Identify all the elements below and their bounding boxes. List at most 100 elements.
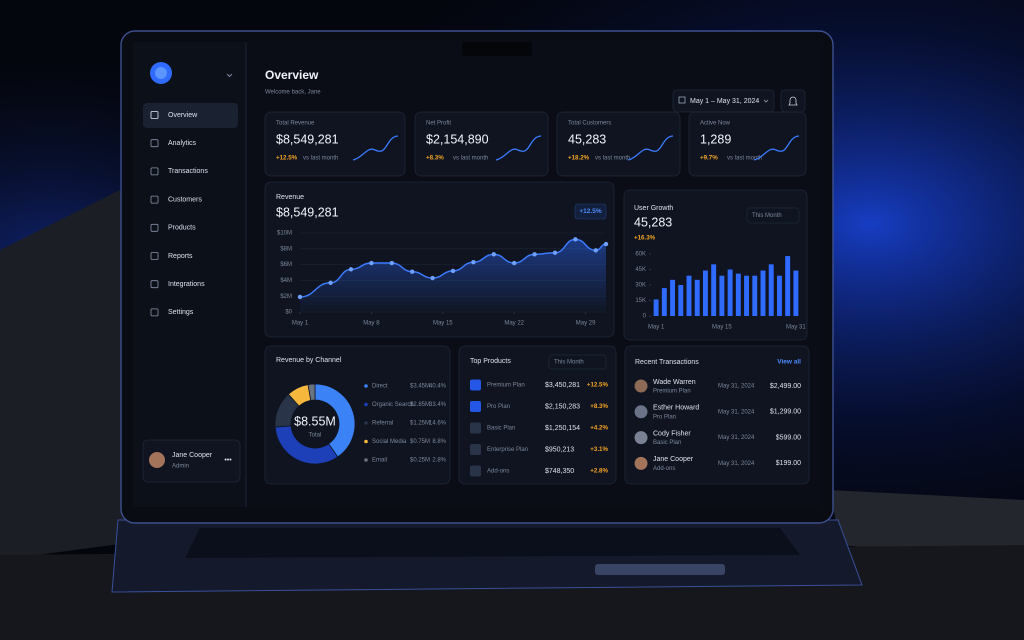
pie-slice bbox=[314, 383, 356, 458]
kpi-note: vs last month bbox=[453, 156, 488, 162]
logo bbox=[155, 67, 167, 79]
product-change: +12.5% bbox=[587, 382, 609, 389]
bar bbox=[760, 270, 766, 316]
nav-item[interactable]: Transactions bbox=[168, 168, 208, 175]
point bbox=[348, 267, 354, 272]
point bbox=[450, 268, 456, 274]
line bbox=[299, 238, 607, 298]
pie-total-label: Total bbox=[309, 433, 322, 439]
nav-icon bbox=[150, 195, 159, 204]
notifications[interactable] bbox=[780, 89, 806, 113]
x-tick-label: May 1 bbox=[292, 321, 309, 327]
page-title: Overview bbox=[265, 68, 319, 82]
chevron[interactable] bbox=[226, 73, 233, 78]
product-revenue: $3,450,281 bbox=[545, 382, 580, 389]
sparkline bbox=[495, 135, 542, 161]
view-all[interactable]: View all bbox=[777, 359, 801, 366]
bar bbox=[752, 275, 758, 316]
transaction-date: May 31, 2024 bbox=[718, 384, 755, 390]
badge bbox=[574, 203, 607, 220]
products-card bbox=[458, 345, 617, 485]
date-range: May 1 – May 31, 2024 bbox=[690, 98, 759, 105]
legend-amount: $1.25M bbox=[410, 421, 430, 427]
bell-icon bbox=[788, 96, 798, 106]
notch bbox=[462, 42, 532, 56]
transactions-card bbox=[624, 345, 810, 485]
calendar-icon bbox=[678, 96, 686, 104]
kpi-label: Active Now bbox=[700, 121, 731, 127]
kpi-value: 45,283 bbox=[568, 132, 606, 146]
nav-item[interactable]: Settings bbox=[168, 309, 194, 316]
product-change: +2.8% bbox=[590, 468, 608, 475]
legend-amount: $3.45M bbox=[410, 384, 430, 390]
avatar bbox=[634, 431, 648, 445]
sparkline bbox=[753, 135, 800, 161]
bar bbox=[711, 264, 717, 316]
product-revenue: $1,250,154 bbox=[545, 425, 580, 432]
nav-item[interactable]: Analytics bbox=[168, 140, 197, 147]
x-tick-label: May 15 bbox=[433, 321, 453, 327]
nav-item[interactable]: Reports bbox=[168, 253, 193, 260]
point bbox=[369, 260, 374, 266]
y-tick-label: 0 bbox=[643, 314, 647, 320]
bar bbox=[694, 279, 700, 316]
pie-slice bbox=[307, 383, 316, 401]
product-icon bbox=[470, 379, 481, 391]
pie-total: $8.55M bbox=[294, 414, 336, 428]
y-tick-label: $10M bbox=[277, 231, 292, 237]
nav-icon bbox=[150, 308, 159, 317]
legend-label: Email bbox=[372, 458, 387, 464]
legend-amount: $0.75M bbox=[410, 439, 430, 445]
trackpad-notch bbox=[595, 564, 725, 575]
transaction-amount: $1,299.00 bbox=[770, 409, 801, 416]
nav-item[interactable]: Overview bbox=[168, 112, 198, 119]
bar bbox=[785, 256, 791, 316]
product-revenue: $950,213 bbox=[545, 446, 574, 453]
product-name: Enterprise Plan bbox=[487, 447, 528, 453]
menu-dots[interactable]: ••• bbox=[224, 457, 232, 464]
avatar bbox=[634, 379, 648, 393]
product-name: Premium Plan bbox=[487, 383, 525, 389]
kpi-note: vs last month bbox=[303, 156, 338, 162]
customer-plan: Add-ons bbox=[653, 466, 675, 472]
legend-amount: $2.85M bbox=[410, 402, 430, 408]
avatar bbox=[149, 452, 165, 468]
kpi-card bbox=[556, 111, 681, 177]
point bbox=[512, 260, 517, 266]
legend-amount: $0.25M bbox=[410, 458, 430, 464]
kpi-card bbox=[688, 111, 807, 177]
kpi-change: +8.3% bbox=[426, 155, 444, 162]
kpi-label: Total Revenue bbox=[276, 121, 315, 127]
transaction-amount: $599.00 bbox=[776, 434, 801, 441]
nav-item[interactable]: Customers bbox=[168, 196, 202, 203]
transaction-amount: $199.00 bbox=[776, 460, 801, 467]
badge-text: +12.5% bbox=[579, 208, 601, 215]
y-tick-label: $0 bbox=[285, 310, 292, 316]
period-select[interactable] bbox=[548, 354, 607, 370]
product-icon bbox=[470, 465, 481, 477]
period-select[interactable] bbox=[746, 207, 800, 224]
rock bbox=[830, 490, 1024, 560]
transaction-amount: $2,499.00 bbox=[770, 383, 801, 390]
kpi-value: 1,289 bbox=[700, 132, 731, 146]
legend-dot bbox=[364, 421, 368, 425]
y-tick-label: $2M bbox=[280, 294, 292, 300]
period: This Month bbox=[554, 360, 584, 366]
bar bbox=[768, 264, 774, 316]
legend-dot bbox=[364, 402, 368, 407]
kpi-value: $2,154,890 bbox=[426, 132, 489, 146]
transaction-date: May 31, 2024 bbox=[718, 409, 755, 415]
legend-percent: 33.4% bbox=[429, 402, 447, 408]
legend-dot bbox=[364, 439, 368, 444]
kpi-value: $8,549,281 bbox=[276, 132, 339, 146]
point bbox=[552, 250, 558, 255]
nav-item[interactable]: Integrations bbox=[168, 281, 205, 288]
user-card[interactable] bbox=[142, 439, 241, 483]
y-tick-label: 60K bbox=[635, 252, 646, 258]
period: This Month bbox=[752, 213, 782, 219]
nav-item[interactable]: Products bbox=[168, 225, 196, 232]
point bbox=[430, 275, 435, 281]
kpi-change: +18.2% bbox=[568, 155, 590, 162]
legend-percent: 8.8% bbox=[432, 439, 446, 445]
